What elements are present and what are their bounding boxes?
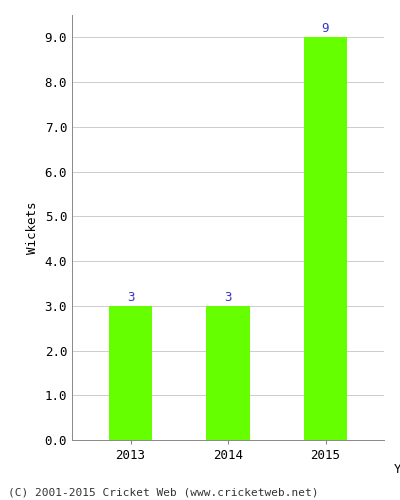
X-axis label: Year: Year bbox=[394, 464, 400, 476]
Text: 3: 3 bbox=[224, 290, 232, 304]
Text: 9: 9 bbox=[322, 22, 329, 35]
Text: 3: 3 bbox=[127, 290, 134, 304]
Y-axis label: Wickets: Wickets bbox=[26, 201, 39, 254]
Bar bbox=[108, 306, 152, 440]
Bar bbox=[206, 306, 250, 440]
Bar bbox=[304, 38, 348, 440]
Text: (C) 2001-2015 Cricket Web (www.cricketweb.net): (C) 2001-2015 Cricket Web (www.cricketwe… bbox=[8, 488, 318, 498]
